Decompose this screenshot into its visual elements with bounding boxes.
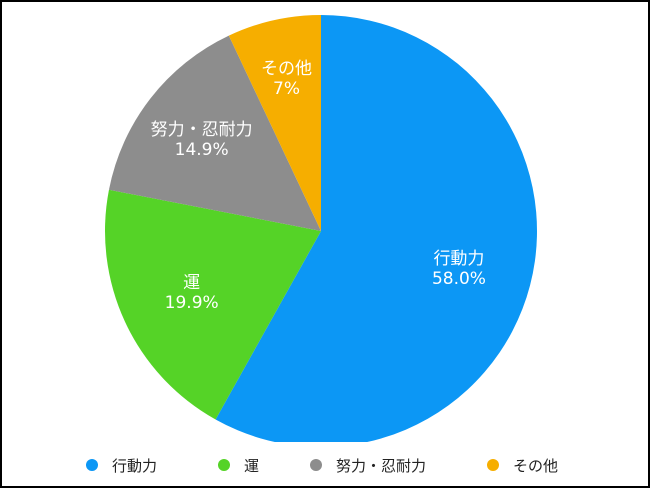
slice-name-label: 運 bbox=[183, 273, 200, 293]
legend-swatch bbox=[487, 459, 499, 471]
legend-item: その他 bbox=[487, 453, 558, 477]
legend-label: 行動力 bbox=[112, 456, 158, 475]
legend-label: その他 bbox=[513, 456, 559, 475]
pie-slice-3 bbox=[228, 15, 321, 231]
legend-label: 努力・忍耐力 bbox=[336, 456, 427, 475]
legend: 行動力 運 努力・忍耐力 その他 bbox=[2, 453, 648, 477]
slice-name-label: その他 bbox=[261, 59, 312, 79]
legend-swatch bbox=[86, 459, 98, 471]
slice-value-label: 7% bbox=[273, 79, 300, 99]
legend-item: 努力・忍耐力 bbox=[310, 453, 426, 477]
legend-item: 行動力 bbox=[86, 453, 157, 477]
slice-value-label: 14.9% bbox=[175, 140, 229, 160]
legend-item: 運 bbox=[218, 453, 259, 477]
slice-value-label: 58.0% bbox=[432, 269, 486, 289]
legend-swatch bbox=[310, 459, 322, 471]
slice-value-label: 19.9% bbox=[165, 293, 219, 313]
pie-slice-1 bbox=[105, 189, 321, 420]
slice-name-label: 努力・忍耐力 bbox=[151, 120, 253, 140]
legend-label: 運 bbox=[244, 456, 260, 475]
pie-slice-2 bbox=[108, 35, 321, 232]
slice-name-label: 行動力 bbox=[433, 249, 484, 269]
pie-slice-0 bbox=[215, 15, 538, 442]
legend-swatch bbox=[218, 459, 230, 471]
